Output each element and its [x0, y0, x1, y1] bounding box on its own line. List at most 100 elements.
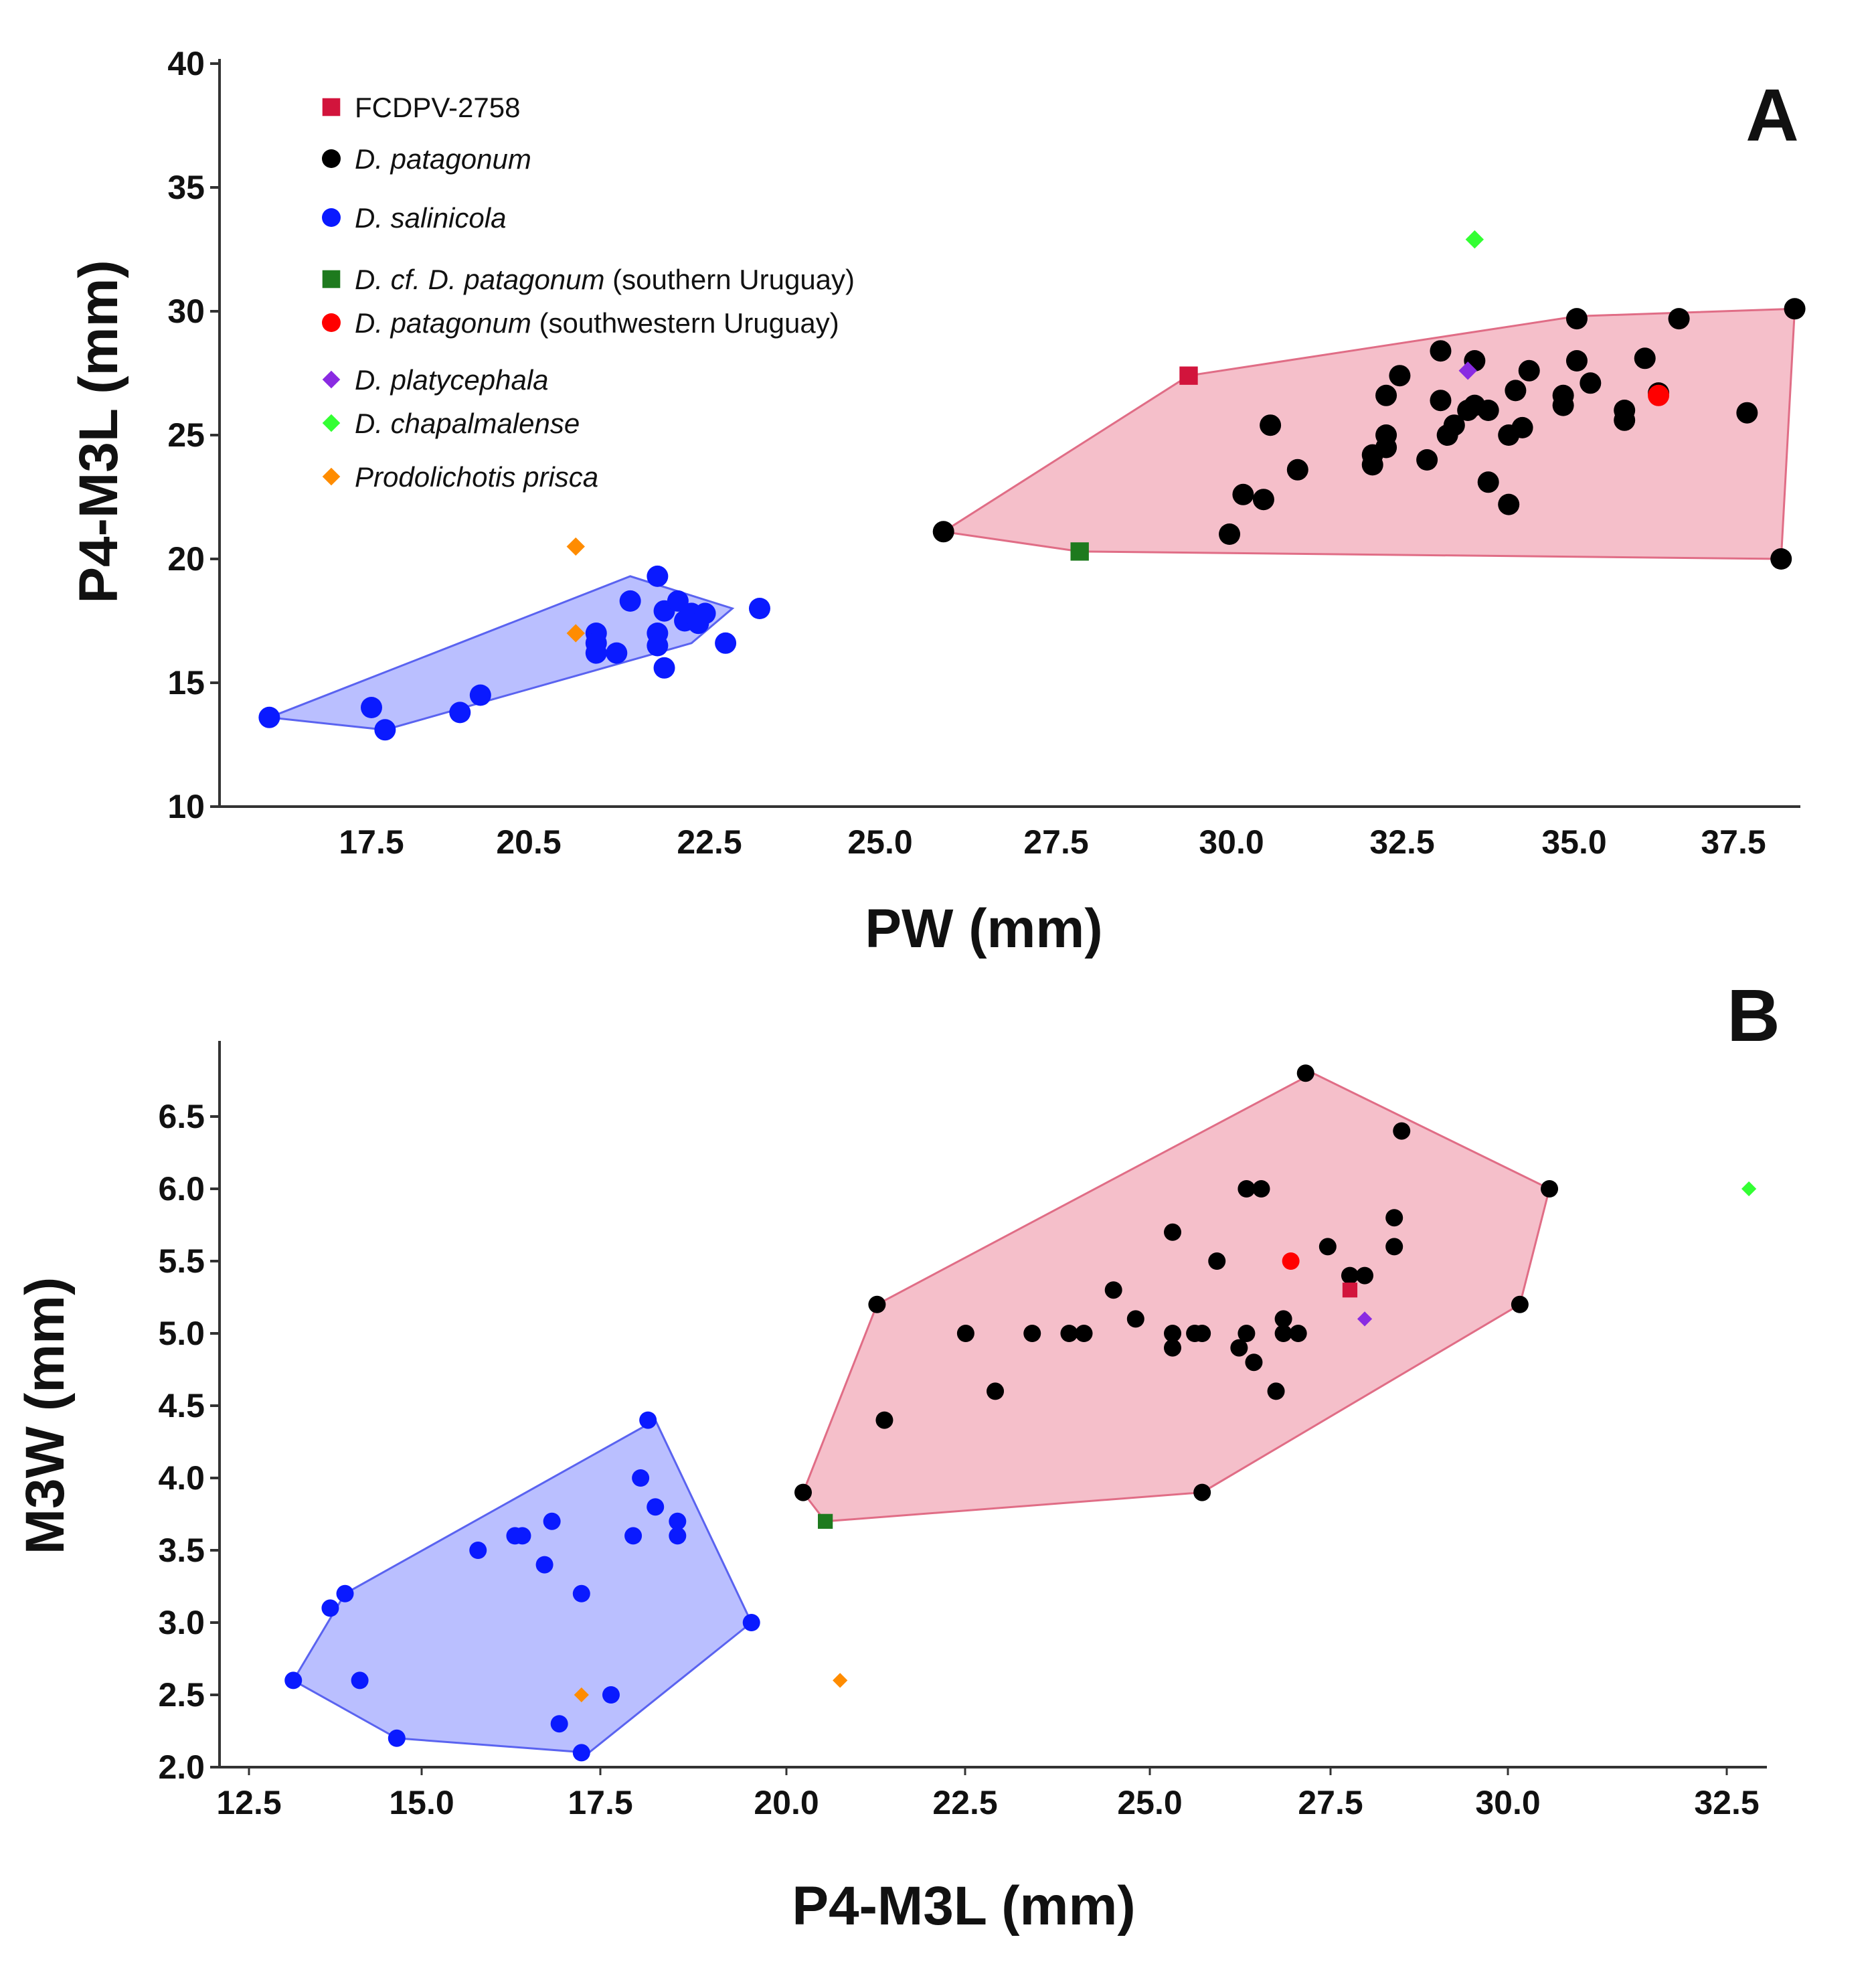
panel-b-point-patagonum	[1267, 1382, 1285, 1400]
panel-a-point-patagonum_sw	[1648, 384, 1670, 406]
panel-b-point-patagonum	[1193, 1325, 1211, 1342]
panel-b-x-axis-title: P4-M3L (mm)	[792, 1876, 1135, 1937]
panel-b-x-tick-label: 12.5	[216, 1784, 281, 1821]
panel-b-point-patagonum	[1289, 1325, 1307, 1342]
panel-b-point-prisca	[574, 1687, 589, 1703]
panel-b-point-patagonum	[1060, 1325, 1078, 1342]
panel-a-point-salinicola	[606, 642, 628, 664]
panel-b-y-tick-label: 4.0	[158, 1459, 205, 1497]
panel-b-y-tick-label: 6.0	[158, 1170, 205, 1208]
panel-a-x-tick-label: 35.0	[1541, 823, 1606, 861]
panel-b-y-tick-label: 4.5	[158, 1387, 205, 1424]
panel-a-point-patagonum	[1552, 384, 1574, 406]
panel-a-x-tick-label: 32.5	[1369, 823, 1434, 861]
panel-b-point-salinicola	[388, 1729, 406, 1747]
panel-a-point-prisca	[566, 537, 585, 556]
panel-b-x-tick-label: 27.5	[1298, 1784, 1363, 1821]
panel-b-point-patagonum	[1274, 1325, 1292, 1342]
panel-b-x-tick-label: 20.0	[754, 1784, 819, 1821]
panel-b-point-patagonum	[1104, 1281, 1122, 1299]
panel-b-point-patagonum	[1245, 1353, 1263, 1372]
panel-a-point-salinicola	[667, 590, 689, 612]
panel-b-x-tick-label: 22.5	[932, 1784, 997, 1821]
panel-a-point-patagonum	[1232, 483, 1254, 505]
panel-b-point-patagonum	[1341, 1266, 1359, 1285]
panel-a-point-salinicola	[374, 719, 396, 741]
panel-b-y-tick-label: 6.5	[158, 1098, 205, 1135]
panel-b-point-prisca	[833, 1673, 848, 1688]
panel-a-point-cf_patagonum	[1070, 542, 1089, 561]
panel-b-point-patagonum	[1385, 1238, 1403, 1256]
panel-a-point-patagonum	[1416, 449, 1438, 471]
legend-label-patagonum: D. patagonum	[355, 143, 531, 175]
panel-a-point-patagonum	[1477, 400, 1499, 421]
panel-a-point-salinicola	[585, 642, 607, 664]
panel-b-point-salinicola	[742, 1614, 760, 1631]
panel-a-point-patagonum	[1736, 402, 1758, 424]
panel-b-point-patagonum	[1023, 1325, 1041, 1342]
panel-a-point-salinicola	[449, 702, 471, 724]
legend-marker-platycephala	[322, 370, 341, 389]
panel-b-y-tick-label: 3.0	[158, 1604, 205, 1641]
panel-b-point-salinicola	[351, 1671, 369, 1690]
panel-b-point-patagonum	[1126, 1310, 1144, 1328]
panel-b-x-tick-label: 32.5	[1694, 1784, 1759, 1821]
panel-b-y-tick-label: 5.5	[158, 1242, 205, 1280]
panel-a-y-tick-label: 40	[167, 45, 205, 82]
panel-b-x-tick-label: 30.0	[1475, 1784, 1540, 1821]
panel-b-point-patagonum	[1356, 1266, 1374, 1285]
legend-label-fcdpv: FCDPV-2758	[355, 92, 520, 123]
panel-a-point-salinicola	[619, 590, 641, 612]
panel-b-point-salinicola	[572, 1744, 590, 1762]
panel-a-point-patagonum	[1286, 459, 1308, 481]
panel-b-point-cf_patagonum	[818, 1513, 833, 1529]
panel-b-point-patagonum	[1252, 1180, 1270, 1198]
panel-a-y-tick-label: 10	[167, 788, 205, 825]
panel-b-point-salinicola	[550, 1715, 568, 1733]
panel-a-point-patagonum	[1634, 347, 1656, 369]
panel-a-point-fcdpv	[1179, 366, 1198, 385]
panel-a-point-patagonum	[1565, 308, 1588, 330]
panel-b-point-salinicola	[284, 1671, 303, 1690]
panel-b-point-platycephala	[1357, 1311, 1373, 1327]
panel-a-point-patagonum	[1518, 359, 1540, 382]
panel-b-point-patagonum	[1511, 1295, 1529, 1313]
legend-label-cf_patagonum: D. cf. D. patagonum (southern Uruguay)	[355, 264, 855, 295]
panel-a-hull-patagonum	[940, 307, 1796, 560]
panel-a-point-salinicola	[715, 632, 737, 654]
panel-b-x-tick-label: 17.5	[568, 1784, 632, 1821]
panel-b-y-tick-label: 2.5	[158, 1676, 205, 1714]
legend-label-platycephala: D. platycephala	[355, 364, 549, 396]
legend-label-salinicola: D. salinicola	[355, 202, 506, 234]
panel-b: 2.0 2.5 3.0 3.5 4.0 4.5 5.0 5.5 6.0 6.5 12.5 15.0 17…	[15, 975, 1780, 1937]
panel-b-point-patagonum	[1393, 1122, 1411, 1140]
panel-b-label: B	[1727, 975, 1780, 1057]
legend-label-prisca: Prodolichotis prisca	[355, 461, 598, 493]
legend-marker-salinicola	[322, 208, 341, 227]
panel-a-y-tick-label: 15	[167, 664, 205, 702]
panel-b-point-salinicola	[513, 1527, 531, 1545]
panel-a-x-axis-title: PW (mm)	[865, 898, 1102, 959]
panel-a-point-salinicola	[647, 565, 669, 587]
panel-a-x-tick-label: 25.0	[847, 823, 912, 861]
panel-b-point-patagonum	[1238, 1325, 1256, 1342]
panel-a-y-tick-label: 25	[167, 416, 205, 454]
panel-b-point-salinicola	[624, 1527, 643, 1545]
panel-b-hull-salinicola	[292, 1418, 753, 1754]
panel-b-point-patagonum	[868, 1295, 886, 1313]
panel-a-point-patagonum	[1430, 340, 1452, 362]
panel-b-point-patagonum	[875, 1411, 893, 1429]
panel-b-point-patagonum	[1238, 1180, 1256, 1198]
panel-a-point-patagonum	[1511, 416, 1533, 438]
panel-b-point-salinicola	[535, 1556, 553, 1574]
panel-a-point-salinicola	[694, 602, 716, 625]
legend-marker-cf_patagonum	[322, 270, 341, 289]
panel-a-x-tick-label: 22.5	[677, 823, 742, 861]
panel-a-hull-salinicola	[268, 575, 735, 731]
panel-b-point-salinicola	[572, 1584, 590, 1602]
panel-b-point-salinicola	[647, 1498, 665, 1516]
panel-b-point-patagonum	[1164, 1223, 1181, 1241]
panel-a-point-patagonum	[1375, 384, 1397, 406]
panel-b-point-patagonum	[987, 1382, 1005, 1400]
panel-a-y-axis-title: P4-M3L (mm)	[68, 260, 129, 603]
